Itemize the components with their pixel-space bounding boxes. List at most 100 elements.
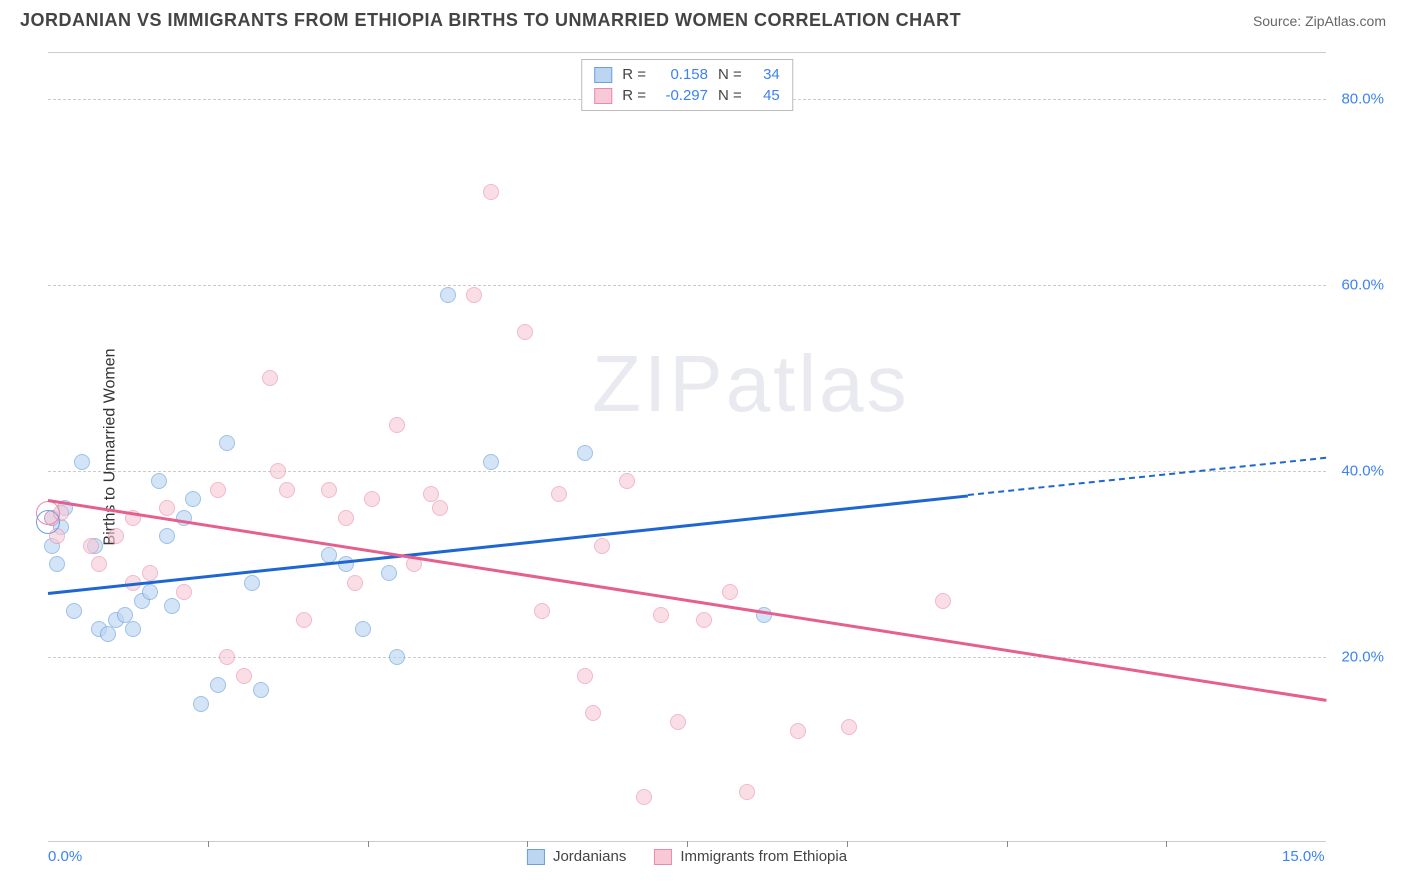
legend-swatch	[594, 67, 612, 83]
regression-line	[968, 457, 1326, 496]
data-point-jordanians	[49, 556, 65, 572]
data-point-jordanians	[219, 435, 235, 451]
data-point-jordanians	[210, 677, 226, 693]
data-point-ethiopia	[321, 482, 337, 498]
data-point-ethiopia	[722, 584, 738, 600]
n-label: N =	[718, 66, 742, 83]
grid-line	[48, 471, 1326, 472]
legend-swatch	[594, 88, 612, 104]
data-point-ethiopia	[176, 584, 192, 600]
y-tick-label: 40.0%	[1341, 463, 1384, 480]
x-tick-mark	[208, 841, 209, 847]
data-point-jordanians	[185, 491, 201, 507]
data-point-jordanians	[164, 598, 180, 614]
r-label: R =	[622, 66, 646, 83]
data-point-ethiopia	[551, 486, 567, 502]
data-point-ethiopia	[279, 482, 295, 498]
data-point-ethiopia	[577, 668, 593, 684]
x-tick-label: 15.0%	[1282, 848, 1325, 865]
data-point-ethiopia	[619, 473, 635, 489]
source-attribution: Source: ZipAtlas.com	[1253, 13, 1386, 29]
data-point-ethiopia	[466, 287, 482, 303]
x-tick-mark	[1007, 841, 1008, 847]
legend-label: Immigrants from Ethiopia	[680, 848, 847, 865]
data-point-jordanians	[100, 626, 116, 642]
legend-item-jordanians: Jordanians	[527, 848, 626, 865]
data-point-jordanians	[389, 649, 405, 665]
data-point-ethiopia	[636, 789, 652, 805]
data-point-jordanians	[483, 454, 499, 470]
data-point-jordanians	[253, 682, 269, 698]
legend-item-ethiopia: Immigrants from Ethiopia	[654, 848, 847, 865]
grid-line	[48, 657, 1326, 658]
y-tick-label: 60.0%	[1341, 277, 1384, 294]
data-point-ethiopia	[594, 538, 610, 554]
x-tick-mark	[368, 841, 369, 847]
data-point-jordanians	[321, 547, 337, 563]
r-value: 0.158	[656, 66, 708, 83]
watermark: ZIPatlas	[592, 338, 909, 430]
data-point-jordanians	[66, 603, 82, 619]
data-point-ethiopia	[262, 370, 278, 386]
data-point-jordanians	[577, 445, 593, 461]
data-point-ethiopia	[517, 324, 533, 340]
data-point-jordanians	[142, 584, 158, 600]
origin-marker	[36, 510, 60, 534]
y-tick-label: 80.0%	[1341, 91, 1384, 108]
r-value: -0.297	[656, 87, 708, 104]
chart-container: Births to Unmarried Women ZIPatlas 20.0%…	[48, 52, 1388, 842]
data-point-ethiopia	[483, 184, 499, 200]
grid-line	[48, 285, 1326, 286]
legend-swatch	[527, 849, 545, 865]
data-point-ethiopia	[670, 714, 686, 730]
data-point-jordanians	[193, 696, 209, 712]
data-point-jordanians	[244, 575, 260, 591]
x-tick-mark	[1166, 841, 1167, 847]
data-point-ethiopia	[935, 593, 951, 609]
legend-swatch	[654, 849, 672, 865]
stats-row-ethiopia: R = -0.297 N = 45	[590, 85, 784, 106]
data-point-ethiopia	[91, 556, 107, 572]
r-label: R =	[622, 87, 646, 104]
y-tick-label: 20.0%	[1341, 649, 1384, 666]
data-point-ethiopia	[653, 607, 669, 623]
data-point-ethiopia	[296, 612, 312, 628]
x-tick-mark	[847, 841, 848, 847]
data-point-ethiopia	[236, 668, 252, 684]
data-point-ethiopia	[432, 500, 448, 516]
data-point-ethiopia	[389, 417, 405, 433]
plot-area: ZIPatlas 20.0%40.0%60.0%80.0%0.0%15.0%R …	[48, 52, 1326, 842]
legend: Jordanians Immigrants from Ethiopia	[527, 848, 847, 865]
data-point-ethiopia	[739, 784, 755, 800]
n-value: 45	[752, 87, 780, 104]
data-point-ethiopia	[585, 705, 601, 721]
n-value: 34	[752, 66, 780, 83]
data-point-ethiopia	[210, 482, 226, 498]
data-point-ethiopia	[347, 575, 363, 591]
data-point-ethiopia	[534, 603, 550, 619]
data-point-jordanians	[159, 528, 175, 544]
x-tick-mark	[527, 841, 528, 847]
n-label: N =	[718, 87, 742, 104]
stats-box: R = 0.158 N = 34 R = -0.297 N = 45	[581, 59, 793, 111]
data-point-jordanians	[355, 621, 371, 637]
data-point-ethiopia	[108, 528, 124, 544]
x-tick-mark	[687, 841, 688, 847]
data-point-ethiopia	[83, 538, 99, 554]
data-point-jordanians	[338, 556, 354, 572]
chart-title: JORDANIAN VS IMMIGRANTS FROM ETHIOPIA BI…	[20, 10, 961, 31]
data-point-jordanians	[151, 473, 167, 489]
legend-label: Jordanians	[553, 848, 626, 865]
x-tick-label: 0.0%	[48, 848, 82, 865]
data-point-ethiopia	[159, 500, 175, 516]
data-point-ethiopia	[338, 510, 354, 526]
data-point-jordanians	[440, 287, 456, 303]
data-point-jordanians	[74, 454, 90, 470]
data-point-ethiopia	[790, 723, 806, 739]
stats-row-jordanians: R = 0.158 N = 34	[590, 64, 784, 85]
data-point-ethiopia	[364, 491, 380, 507]
data-point-jordanians	[125, 621, 141, 637]
data-point-ethiopia	[696, 612, 712, 628]
data-point-ethiopia	[841, 719, 857, 735]
data-point-ethiopia	[142, 565, 158, 581]
